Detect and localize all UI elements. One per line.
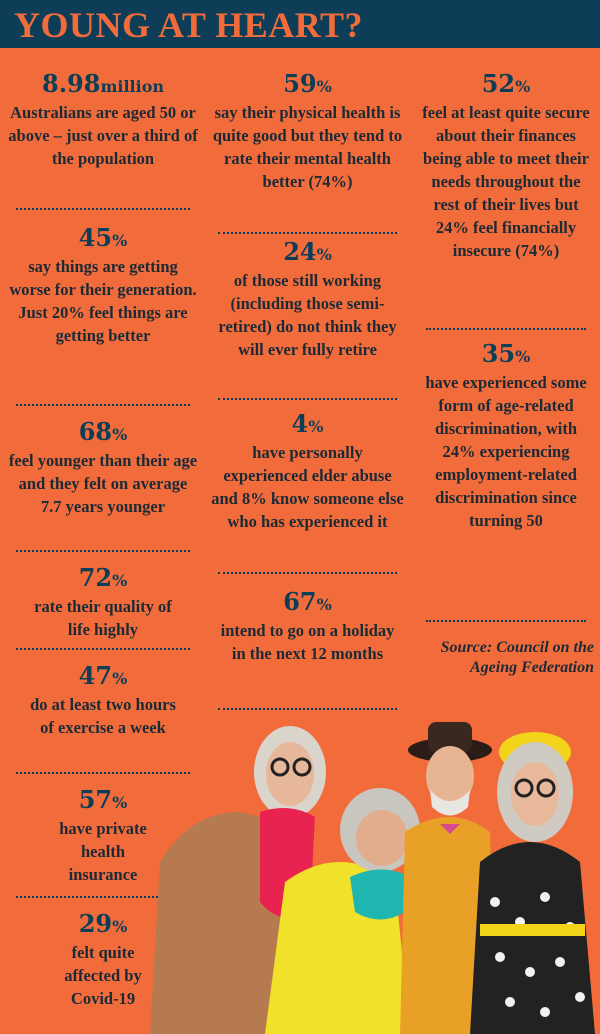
stat-unit: %	[112, 793, 128, 812]
divider	[16, 772, 190, 774]
stat-block: 24% of those still working (including th…	[210, 238, 405, 361]
stat-unit: %	[515, 347, 531, 366]
divider	[16, 896, 190, 898]
stat-text: felt quite affected by Covid-19	[64, 943, 142, 1008]
stat-unit: million	[100, 77, 164, 96]
stat-text: intend to go on a holiday in the next 12…	[220, 621, 395, 663]
stat-unit: %	[112, 669, 128, 688]
stat-value: 59	[283, 69, 317, 98]
stat-block: 4% have personally experienced elder abu…	[210, 410, 405, 533]
stat-value: 68	[78, 417, 113, 446]
stat-text: say their physical health is quite good …	[212, 103, 403, 191]
stat-text: have experienced some form of age-relate…	[425, 373, 587, 530]
stat-unit: %	[316, 245, 332, 264]
stat-unit: %	[316, 77, 332, 96]
person-2	[265, 788, 420, 1034]
stat-unit: %	[316, 595, 332, 614]
stat-value: 29	[78, 909, 113, 938]
person-4	[470, 732, 595, 1034]
stat-block: 59% say their physical health is quite g…	[210, 70, 405, 193]
stat-block: 52% feel at least quite secure about the…	[418, 70, 594, 262]
header-banner: YOUNG AT HEART?	[0, 0, 600, 48]
stat-text: of those still working (including those …	[218, 271, 397, 359]
stat-value: 4	[291, 409, 309, 438]
stat-value: 35	[481, 339, 516, 368]
group-photo	[150, 722, 595, 1034]
stat-value: 45	[78, 223, 113, 252]
divider	[16, 648, 190, 650]
stat-text: have personally experienced elder abuse …	[211, 443, 404, 531]
divider	[218, 708, 397, 710]
person-3	[400, 722, 495, 1034]
stat-value: 8.98	[42, 69, 101, 98]
stat-block: 47% do at least two hours of exercise a …	[8, 662, 198, 739]
divider	[16, 550, 190, 552]
stat-value: 72	[78, 563, 113, 592]
stat-value: 52	[481, 69, 516, 98]
divider	[218, 398, 397, 400]
stat-unit: %	[112, 917, 128, 936]
stat-text: Australians are aged 50 or above – just …	[8, 103, 198, 168]
page-title: YOUNG AT HEART?	[14, 5, 363, 45]
divider	[426, 328, 586, 330]
stat-unit: %	[112, 231, 128, 250]
column-left: 8.98million Australians are aged 50 or a…	[8, 48, 198, 1034]
divider	[218, 572, 397, 574]
divider	[16, 404, 190, 406]
column-middle: 59% say their physical health is quite g…	[210, 48, 405, 748]
stat-block: 8.98million Australians are aged 50 or a…	[8, 70, 198, 170]
stat-block: 72% rate their quality of life highly	[8, 564, 198, 641]
stat-block: 67% intend to go on a holiday in the nex…	[210, 588, 405, 665]
stat-text: say things are getting worse for their g…	[9, 257, 197, 345]
divider	[218, 232, 397, 234]
stat-value: 47	[78, 661, 113, 690]
column-right: 52% feel at least quite secure about the…	[418, 48, 594, 708]
divider	[16, 208, 190, 210]
stat-text: have private health insurance	[59, 819, 147, 884]
source-credit: Source: Council on the Ageing Federation	[440, 639, 594, 676]
stat-value: 24	[283, 237, 317, 266]
stat-block: 45% say things are getting worse for the…	[8, 224, 198, 347]
stat-block: 68% feel younger than their age and they…	[8, 418, 198, 518]
stat-block: 57% have private health insurance	[8, 786, 198, 886]
divider	[426, 620, 586, 622]
stat-unit: %	[112, 571, 128, 590]
stat-value: 57	[78, 785, 113, 814]
stat-text: do at least two hours of exercise a week	[30, 695, 176, 737]
stat-unit: %	[515, 77, 531, 96]
stat-unit: %	[112, 425, 128, 444]
stat-text: feel younger than their age and they fel…	[8, 451, 198, 516]
stat-text: rate their quality of life highly	[34, 597, 172, 639]
stat-value: 67	[283, 587, 317, 616]
stat-block: 29% felt quite affected by Covid-19	[8, 910, 198, 1010]
stat-block: 35% have experienced some form of age-re…	[418, 340, 594, 532]
stat-unit: %	[308, 417, 324, 436]
stat-text: feel at least quite secure about their f…	[422, 103, 590, 260]
